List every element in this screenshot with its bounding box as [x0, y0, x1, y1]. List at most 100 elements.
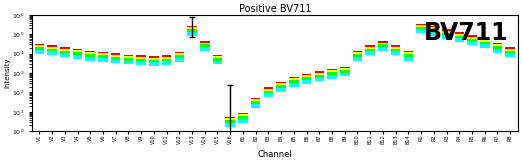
Bar — [60, 51, 69, 53]
Bar — [136, 59, 146, 61]
Bar — [162, 57, 171, 59]
Bar — [289, 78, 299, 80]
Bar — [86, 51, 95, 52]
Bar — [467, 41, 477, 45]
Bar — [429, 27, 438, 30]
Bar — [340, 70, 350, 73]
Bar — [505, 51, 515, 53]
Bar — [404, 54, 413, 57]
Bar — [455, 38, 464, 42]
Bar — [302, 80, 311, 84]
Bar — [480, 40, 490, 42]
Bar — [353, 51, 362, 52]
Bar — [493, 49, 502, 53]
Bar — [200, 47, 209, 51]
Bar — [455, 34, 464, 36]
Bar — [226, 120, 235, 123]
Bar — [187, 32, 197, 36]
Bar — [200, 41, 209, 43]
Bar — [213, 56, 222, 58]
Bar — [124, 60, 133, 65]
Bar — [48, 47, 57, 49]
Bar — [429, 30, 438, 32]
Bar — [417, 23, 426, 25]
Bar — [340, 67, 350, 68]
Bar — [251, 104, 260, 108]
Bar — [315, 77, 324, 81]
Bar — [455, 32, 464, 34]
Bar — [404, 52, 413, 54]
Bar — [302, 75, 311, 77]
Bar — [455, 36, 464, 38]
Bar — [200, 43, 209, 44]
Bar — [60, 49, 69, 51]
Bar — [264, 89, 273, 91]
Bar — [276, 82, 286, 83]
Bar — [136, 61, 146, 65]
Text: BV711: BV711 — [424, 21, 508, 45]
Bar — [111, 59, 121, 63]
Bar — [162, 61, 171, 65]
Bar — [174, 52, 184, 53]
Bar — [417, 25, 426, 27]
Bar — [34, 50, 44, 54]
Bar — [480, 44, 490, 48]
Bar — [315, 73, 324, 75]
Bar — [505, 53, 515, 57]
Bar — [442, 31, 452, 33]
Bar — [238, 116, 248, 119]
Bar — [162, 55, 171, 57]
Bar — [238, 113, 248, 114]
Bar — [111, 55, 121, 57]
Bar — [86, 52, 95, 54]
Bar — [98, 55, 108, 58]
Bar — [289, 77, 299, 78]
Bar — [238, 119, 248, 123]
Bar — [302, 74, 311, 75]
Bar — [493, 46, 502, 49]
Bar — [98, 53, 108, 55]
Bar — [98, 52, 108, 53]
Bar — [327, 73, 337, 75]
Bar — [493, 43, 502, 44]
Bar — [124, 58, 133, 60]
Bar — [111, 57, 121, 59]
Bar — [251, 101, 260, 104]
Bar — [251, 98, 260, 99]
Bar — [340, 73, 350, 76]
Bar — [378, 43, 388, 44]
Bar — [417, 27, 426, 30]
Bar — [264, 88, 273, 89]
Title: Positive BV711: Positive BV711 — [239, 4, 311, 14]
Bar — [302, 77, 311, 80]
Bar — [276, 83, 286, 85]
Bar — [289, 80, 299, 83]
Bar — [187, 27, 197, 30]
Bar — [73, 49, 82, 50]
Bar — [200, 44, 209, 47]
Bar — [124, 55, 133, 56]
Bar — [174, 55, 184, 58]
Bar — [264, 91, 273, 93]
Bar — [378, 41, 388, 43]
Bar — [429, 32, 438, 36]
Bar — [174, 58, 184, 62]
Bar — [187, 26, 197, 27]
Bar — [365, 47, 375, 49]
Bar — [327, 70, 337, 73]
Bar — [417, 30, 426, 33]
Bar — [467, 39, 477, 41]
Bar — [467, 37, 477, 39]
Bar — [73, 50, 82, 52]
Bar — [98, 58, 108, 62]
Bar — [213, 55, 222, 56]
Bar — [264, 93, 273, 97]
Bar — [86, 57, 95, 60]
Bar — [251, 99, 260, 101]
Bar — [505, 47, 515, 49]
Bar — [226, 117, 235, 119]
Bar — [73, 55, 82, 59]
Bar — [391, 51, 400, 55]
Bar — [429, 26, 438, 27]
Bar — [442, 35, 452, 39]
